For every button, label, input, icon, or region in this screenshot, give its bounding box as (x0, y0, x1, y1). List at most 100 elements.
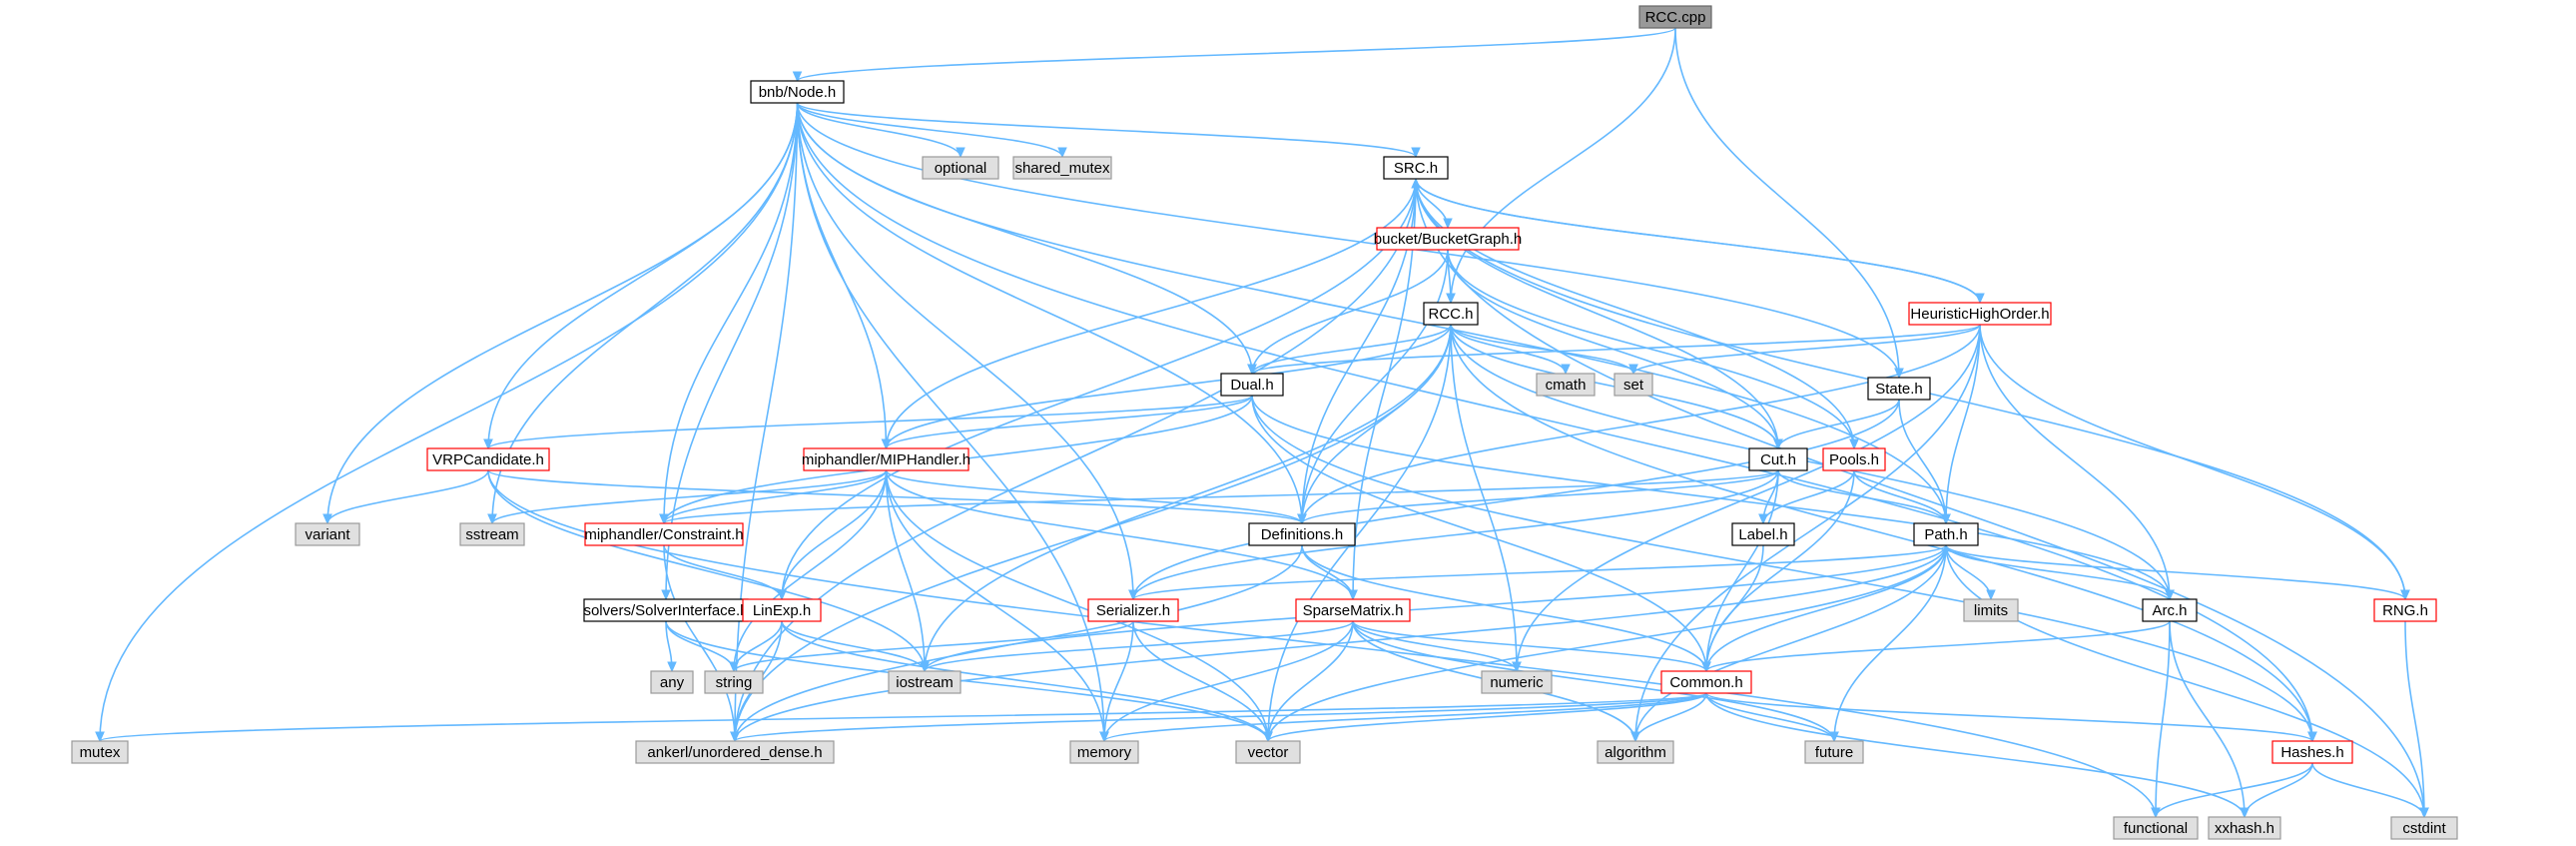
edge-line (1833, 544, 1947, 742)
edge-bnb_node-to-src_h (796, 102, 1421, 159)
node-linexp[interactable]: LinExp.h (742, 598, 822, 622)
edge-arrowhead (2400, 589, 2410, 601)
node-serializer[interactable]: Serializer.h (1087, 598, 1179, 622)
edge-arrowhead (1057, 147, 1067, 159)
edge-line (1634, 544, 1947, 742)
edge-arrowhead (2151, 807, 2161, 819)
edge-line (733, 469, 888, 672)
node-path_h[interactable]: Path.h (1913, 522, 1979, 546)
node-box (888, 670, 962, 694)
node-label: variant (305, 526, 350, 543)
node-box (1220, 373, 1284, 397)
edge-state_h-to-cut_h (1773, 399, 1900, 450)
node-vector[interactable]: vector (1235, 740, 1301, 764)
node-common_h[interactable]: Common.h (1660, 670, 1752, 694)
edge-arrowhead (792, 71, 803, 83)
edge-arrowhead (1628, 364, 1638, 376)
node-rng_h[interactable]: RNG.h (2373, 598, 2437, 622)
node-variant[interactable]: variant (295, 522, 360, 546)
node-mip_handler[interactable]: miphandler/MIPHandler.h (802, 447, 970, 471)
node-numeric[interactable]: numeric (1481, 670, 1553, 694)
node-limits[interactable]: limits (1963, 598, 2019, 622)
node-rcc_h[interactable]: RCC.h (1423, 302, 1479, 326)
node-box (1748, 447, 1808, 471)
node-mutex[interactable]: mutex (71, 740, 129, 764)
edge-line (1516, 324, 1981, 672)
edge-arrowhead (659, 513, 669, 525)
node-iostream[interactable]: iostream (888, 670, 962, 694)
node-label: Arc.h (2152, 602, 2187, 619)
node-xxhash[interactable]: xxhash.h (2208, 816, 2281, 840)
edge-line (2155, 762, 2313, 818)
node-set[interactable]: set (1613, 373, 1653, 397)
edge-arrowhead (2307, 731, 2317, 743)
node-label: RCC.cpp (1645, 9, 1706, 26)
edge-path_h-to-serializer (1128, 544, 1947, 601)
edge-hashes_h-to-xxhash (2240, 762, 2313, 819)
edge-arc_h-to-common_h (1701, 620, 2171, 673)
edge-line (1450, 324, 1634, 375)
node-cstdint[interactable]: cstdint (2390, 816, 2458, 840)
edge-common_h-to-vector (1263, 692, 1707, 743)
edge-line (796, 102, 1947, 524)
node-box (2271, 740, 2353, 764)
node-state_h[interactable]: State.h (1867, 377, 1931, 401)
node-shared_mutex[interactable]: shared_mutex (1012, 156, 1112, 180)
node-definitions[interactable]: Definitions.h (1248, 522, 1356, 546)
node-pools_h[interactable]: Pools.h (1822, 447, 1886, 471)
node-dual_h[interactable]: Dual.h (1220, 373, 1284, 397)
edge-bnb_node-to-optional (796, 102, 966, 159)
node-string[interactable]: string (704, 670, 764, 694)
node-cut_h[interactable]: Cut.h (1748, 447, 1808, 471)
node-rcc_cpp[interactable]: RCC.cpp (1638, 5, 1712, 29)
edge-line (1267, 544, 1947, 742)
edge-line (99, 102, 799, 742)
node-label: bnb/Node.h (759, 84, 837, 101)
edge-bucket_graph-to-definitions (1297, 249, 1449, 525)
edge-line (734, 178, 1417, 742)
node-any[interactable]: any (650, 670, 694, 694)
edge-bnb_node-to-constraint (659, 102, 799, 525)
node-ankerl[interactable]: ankerl/unordered_dense.h (635, 740, 835, 764)
node-hashes_h[interactable]: Hashes.h (2271, 740, 2353, 764)
edge-line (781, 469, 888, 600)
node-vrp_candidate[interactable]: VRPCandidate.h (426, 447, 550, 471)
edge-line (99, 692, 1707, 742)
node-box (742, 598, 822, 622)
node-constraint[interactable]: miphandler/Constraint.h (584, 522, 744, 546)
node-future[interactable]: future (1804, 740, 1864, 764)
node-algorithm[interactable]: algorithm (1597, 740, 1674, 764)
node-box (1638, 5, 1712, 29)
edge-line (885, 469, 1105, 742)
node-label: cmath (1546, 377, 1587, 394)
node-arc_h[interactable]: Arc.h (2142, 598, 2198, 622)
node-sstream[interactable]: sstream (459, 522, 525, 546)
edge-arrowhead (777, 589, 787, 601)
node-heuristic[interactable]: HeuristicHighOrder.h (1908, 302, 2052, 326)
node-box (1597, 740, 1674, 764)
edge-line (663, 544, 783, 600)
node-label: xxhash.h (2215, 820, 2274, 837)
node-functional[interactable]: functional (2113, 816, 2199, 840)
node-box (2142, 598, 2198, 622)
node-bucket_graph[interactable]: bucket/BucketGraph.h (1374, 227, 1522, 251)
node-label_h[interactable]: Label.h (1731, 522, 1795, 546)
node-memory[interactable]: memory (1069, 740, 1139, 764)
node-optional[interactable]: optional (922, 156, 999, 180)
node-src_h[interactable]: SRC.h (1383, 156, 1449, 180)
node-solver_iface[interactable]: solvers/SolverInterface.h (583, 598, 749, 622)
edge-line (1103, 620, 1134, 742)
node-cmath[interactable]: cmath (1536, 373, 1596, 397)
node-label: miphandler/Constraint.h (584, 526, 743, 543)
edge-arrowhead (1561, 364, 1571, 376)
node-label: VRPCandidate.h (432, 451, 544, 468)
node-sparse_matrix[interactable]: SparseMatrix.h (1295, 598, 1411, 622)
node-box (426, 447, 550, 471)
node-bnb_node[interactable]: bnb/Node.h (750, 80, 845, 104)
node-label: memory (1077, 744, 1132, 761)
node-label: Path.h (1924, 526, 1967, 543)
edge-line (326, 469, 489, 524)
edge-arrowhead (1099, 731, 1109, 743)
node-box (1963, 598, 2019, 622)
edge-mip_handler-to-linexp (777, 469, 888, 601)
